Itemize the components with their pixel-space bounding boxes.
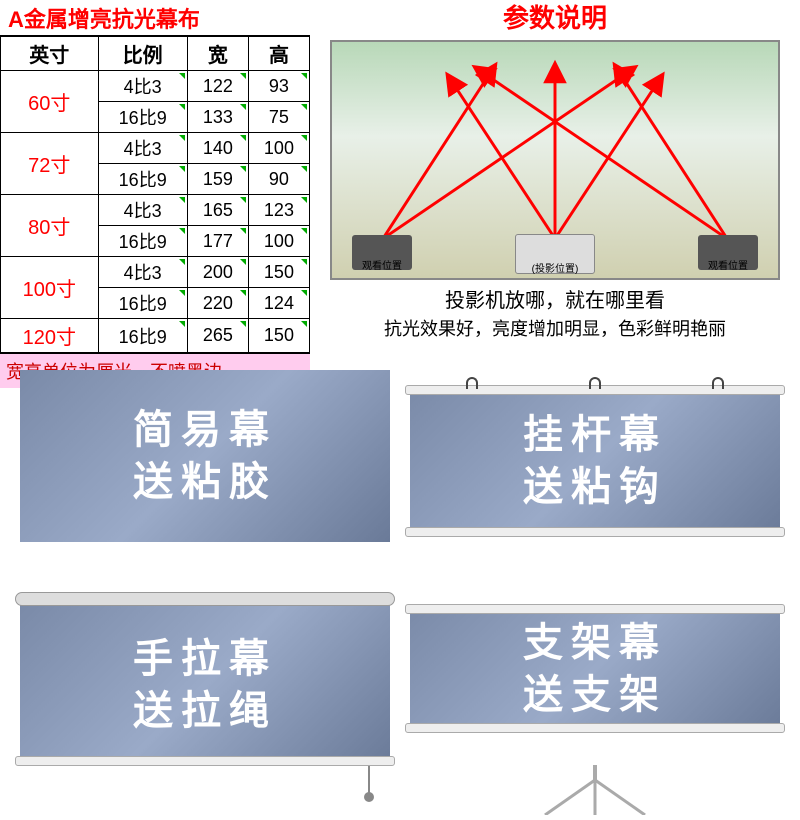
- value-cell: 16比9: [98, 319, 187, 353]
- title-right: 参数说明: [310, 0, 800, 36]
- value-cell: 4比3: [98, 71, 187, 102]
- value-cell: 75: [248, 102, 309, 133]
- value-cell: 90: [248, 164, 309, 195]
- value-cell: 177: [187, 226, 248, 257]
- hooks: [410, 377, 780, 389]
- spec-table: 英寸比例宽高 60寸4比31229316比91337572寸4比31401001…: [0, 36, 310, 353]
- card-hanging-screen: 挂杆幕 送粘钩: [410, 355, 780, 558]
- table-header: 高: [248, 37, 309, 71]
- card-line2: 送支架: [523, 669, 667, 721]
- table-header: 比例: [98, 37, 187, 71]
- value-cell: 16比9: [98, 226, 187, 257]
- card-line2: 送拉绳: [133, 685, 277, 737]
- value-cell: 4比3: [98, 133, 187, 164]
- card-line1: 简易幕: [133, 404, 277, 456]
- table-row: 80寸4比3165123: [1, 195, 310, 226]
- diagram-area: 参数说明 观看位置 (投影位置) 观看位置 投影机放哪，就在哪里看: [310, 0, 800, 345]
- table-header: 英寸: [1, 37, 99, 71]
- value-cell: 159: [187, 164, 248, 195]
- table-area: A金属增亮抗光幕布 英寸比例宽高 60寸4比31229316比91337572寸…: [0, 0, 310, 345]
- table-row: 120寸16比9265150: [1, 319, 310, 353]
- table-row: 72寸4比3140100: [1, 133, 310, 164]
- value-cell: 16比9: [98, 164, 187, 195]
- screen-surface: 支架幕 送支架: [410, 604, 780, 733]
- screen-surface: 手拉幕 送拉绳: [20, 604, 390, 766]
- value-cell: 16比9: [98, 102, 187, 133]
- card-line1: 支架幕: [523, 617, 667, 669]
- value-cell: 16比9: [98, 288, 187, 319]
- tripod-stand: [525, 765, 665, 815]
- projection-diagram: 观看位置 (投影位置) 观看位置: [330, 40, 780, 280]
- table-header: 宽: [187, 37, 248, 71]
- value-cell: 150: [248, 257, 309, 288]
- roller-housing: [15, 592, 395, 606]
- projector-center: (投影位置): [515, 234, 595, 274]
- size-cell: 120寸: [1, 319, 99, 353]
- screen-surface: 简易幕 送粘胶: [20, 370, 390, 542]
- card-line2: 送粘钩: [523, 461, 667, 513]
- card-line1: 手拉幕: [133, 633, 277, 685]
- size-cell: 60寸: [1, 71, 99, 133]
- value-cell: 100: [248, 226, 309, 257]
- viewer-right: 观看位置: [698, 235, 758, 270]
- value-cell: 265: [187, 319, 248, 353]
- value-cell: 4比3: [98, 195, 187, 226]
- size-cell: 72寸: [1, 133, 99, 195]
- card-line1: 挂杆幕: [523, 409, 667, 461]
- bottom-bar: [15, 756, 395, 766]
- diagram-caption-2: 抗光效果好，亮度增加明显，色彩鲜明艳丽: [310, 315, 800, 341]
- size-cell: 100寸: [1, 257, 99, 319]
- size-cell: 80寸: [1, 195, 99, 257]
- bottom-section: 简易幕 送粘胶 挂杆幕 送粘钩 手拉幕 送拉绳 支架幕 送支架: [0, 345, 800, 800]
- value-cell: 200: [187, 257, 248, 288]
- header-bar: A金属增亮抗光幕布: [0, 0, 310, 36]
- value-cell: 220: [187, 288, 248, 319]
- value-cell: 122: [187, 71, 248, 102]
- value-cell: 100: [248, 133, 309, 164]
- table-row: 60寸4比312293: [1, 71, 310, 102]
- value-cell: 140: [187, 133, 248, 164]
- value-cell: 124: [248, 288, 309, 319]
- value-cell: 4比3: [98, 257, 187, 288]
- value-cell: 123: [248, 195, 309, 226]
- value-cell: 133: [187, 102, 248, 133]
- card-simple-screen: 简易幕 送粘胶: [20, 355, 390, 558]
- viewer-left: 观看位置: [352, 235, 412, 270]
- value-cell: 93: [248, 71, 309, 102]
- top-section: A金属增亮抗光幕布 英寸比例宽高 60寸4比31229316比91337572寸…: [0, 0, 800, 345]
- title-left: A金属增亮抗光幕布: [0, 2, 200, 34]
- card-pulldown-screen: 手拉幕 送拉绳: [20, 578, 390, 781]
- card-line2: 送粘胶: [133, 456, 277, 508]
- card-tripod-screen: 支架幕 送支架: [410, 578, 780, 781]
- table-row: 100寸4比3200150: [1, 257, 310, 288]
- screen-surface: 挂杆幕 送粘钩: [410, 385, 780, 537]
- bottom-bar: [405, 527, 785, 537]
- top-bar: [405, 604, 785, 614]
- diagram-caption-1: 投影机放哪，就在哪里看: [310, 284, 800, 313]
- value-cell: 150: [248, 319, 309, 353]
- pull-string: [368, 766, 370, 796]
- value-cell: 165: [187, 195, 248, 226]
- bottom-bar: [405, 723, 785, 733]
